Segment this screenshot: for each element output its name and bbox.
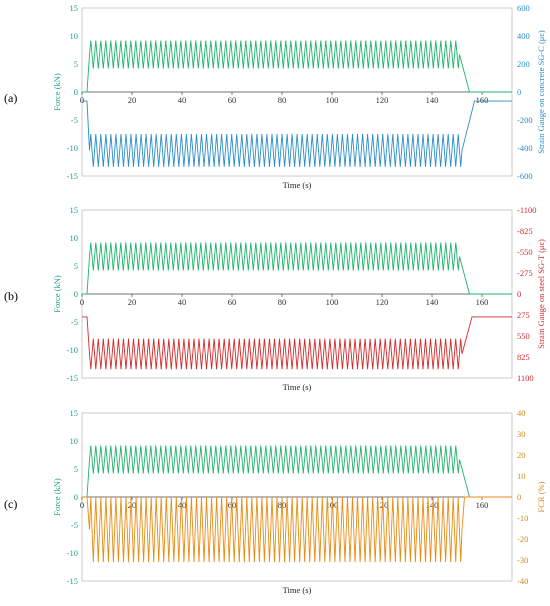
chart-panel-1: 0 20 40 60 80 100 120 140 160151050-5-10-1560040…: [4, 3, 546, 190]
y-right-tick-label: -275: [517, 268, 533, 278]
x-tick-label: 100: [326, 297, 339, 307]
y-left-tick-label: -10: [67, 548, 78, 558]
series-line-force: [82, 40, 512, 93]
y-left-tick-label: -15: [67, 171, 78, 181]
x-tick-label: 140: [426, 500, 439, 510]
y-right-tick-label: -1100: [517, 205, 537, 215]
x-axis-title: Time (s): [283, 180, 312, 190]
x-tick-label: 20: [128, 95, 137, 105]
y-right-tick-label: -600: [517, 171, 533, 181]
y-left-tick-label: 0: [74, 87, 78, 97]
y-left-tick-label: -10: [67, 345, 78, 355]
y-right-tick-label: 600: [517, 3, 530, 13]
y-right-tick-label: -40: [517, 576, 528, 586]
y-left-axis-title: Force (kN): [52, 73, 62, 111]
y-right-tick-label: 30: [517, 429, 526, 439]
panel-label: (c): [4, 497, 17, 511]
y-left-tick-label: 15: [70, 205, 79, 215]
x-tick-label: 160: [476, 297, 489, 307]
y-right-tick-label: 0: [517, 87, 521, 97]
x-tick-label: 120: [376, 95, 389, 105]
chart-panel-3: 0 20 40 60 80 100 120 140 160151050-5-10-1540302…: [4, 408, 546, 595]
y-right-tick-label: 400: [517, 31, 530, 41]
y-right-tick-label: 200: [517, 59, 530, 69]
y-right-tick-label: 550: [517, 331, 530, 341]
x-tick-label: 40: [178, 95, 187, 105]
y-right-tick-label: 825: [517, 352, 530, 362]
x-axis-title: Time (s): [283, 382, 312, 392]
y-right-tick-label: 40: [517, 408, 526, 418]
y-right-axis-title: FCR (%): [536, 481, 546, 512]
y-left-tick-label: 5: [74, 59, 78, 69]
x-tick-label: 0: [80, 297, 84, 307]
x-tick-label: 0: [80, 500, 84, 510]
y-right-tick-label: 1100: [517, 373, 534, 383]
y-left-tick-label: -15: [67, 373, 78, 383]
y-left-tick-label: -5: [71, 520, 78, 530]
y-right-tick-label: -10: [517, 513, 528, 523]
x-tick-label: 160: [476, 500, 489, 510]
y-right-tick-label: -200: [517, 115, 533, 125]
y-right-tick-label: 0: [517, 289, 521, 299]
x-tick-label: 140: [426, 95, 439, 105]
y-left-tick-label: 10: [70, 233, 79, 243]
y-right-tick-label: -550: [517, 247, 533, 257]
y-left-tick-label: 5: [74, 464, 78, 474]
y-left-axis-title: Force (kN): [52, 478, 62, 516]
x-tick-label: 20: [128, 500, 137, 510]
y-right-tick-label: 0: [517, 492, 521, 502]
y-left-tick-label: -10: [67, 143, 78, 153]
y-left-tick-label: -15: [67, 576, 78, 586]
y-left-tick-label: 15: [70, 408, 79, 418]
series-line-steel_strain: [82, 316, 512, 370]
panel-label: (a): [4, 91, 17, 105]
x-tick-label: 100: [326, 95, 339, 105]
x-tick-label: 120: [376, 297, 389, 307]
x-tick-label: 60: [228, 95, 237, 105]
y-left-tick-label: 0: [74, 492, 78, 502]
chart-panel-2: 0 20 40 60 80 100 120 140 160151050-5-10-15-1100…: [4, 205, 546, 392]
series-line-force: [82, 242, 512, 295]
x-tick-label: 80: [278, 95, 287, 105]
panel-label: (b): [4, 289, 18, 303]
y-left-tick-label: 5: [74, 261, 78, 271]
y-left-tick-label: -5: [71, 115, 78, 125]
y-left-tick-label: 10: [70, 436, 79, 446]
y-right-tick-label: -400: [517, 143, 533, 153]
y-right-tick-label: -30: [517, 555, 528, 565]
y-right-tick-label: -825: [517, 226, 533, 236]
x-tick-label: 60: [228, 297, 237, 307]
series-line-concrete_strain: [82, 100, 512, 167]
y-left-axis-title: Force (kN): [52, 275, 62, 313]
x-tick-label: 160: [476, 95, 489, 105]
x-tick-label: 0: [80, 95, 84, 105]
y-right-axis-title: Strain Gauge on steel SG-T (με): [536, 239, 546, 349]
y-right-tick-label: -20: [517, 534, 528, 544]
y-left-tick-label: -5: [71, 317, 78, 327]
x-tick-label: 140: [426, 297, 439, 307]
y-right-tick-label: 10: [517, 471, 526, 481]
x-tick-label: 20: [128, 297, 137, 307]
x-tick-label: 80: [278, 297, 287, 307]
y-right-tick-label: 20: [517, 450, 526, 460]
y-right-tick-label: 275: [517, 310, 530, 320]
y-left-tick-label: 10: [70, 31, 79, 41]
x-tick-label: 40: [178, 297, 187, 307]
y-right-axis-title: Strain Gauge on concrete SG-C (με): [536, 30, 546, 154]
series-line-fcr: [82, 496, 512, 563]
x-axis-title: Time (s): [283, 585, 312, 595]
y-left-tick-label: 0: [74, 289, 78, 299]
series-line-force: [82, 445, 512, 498]
y-left-tick-label: 15: [70, 3, 79, 13]
